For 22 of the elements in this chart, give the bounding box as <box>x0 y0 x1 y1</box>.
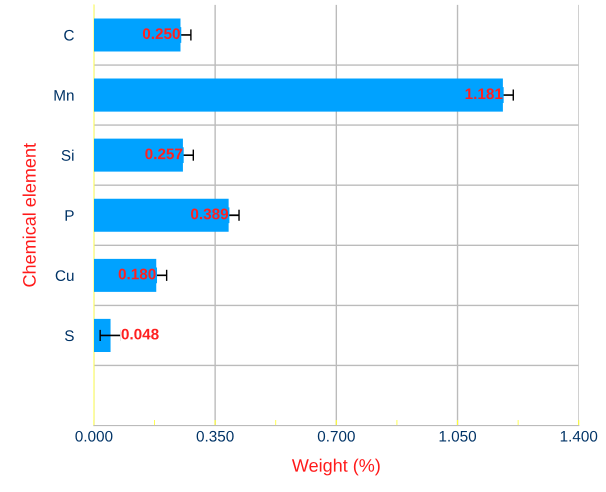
x-tick-label: 1.050 <box>440 430 476 442</box>
y-tick-label: Si <box>62 150 74 161</box>
data-label: 0.180 <box>118 268 156 280</box>
data-label: 0.048 <box>122 328 159 340</box>
x-tick-label: 0.350 <box>196 430 234 442</box>
x-tick-label: 0.000 <box>75 430 112 442</box>
y-tick-label: Mn <box>54 90 74 101</box>
bar <box>94 198 229 232</box>
y-tick-label: P <box>66 210 74 221</box>
bar <box>94 318 111 352</box>
y-axis-title: Chemical element <box>22 143 36 287</box>
y-tick-label: C <box>64 30 74 41</box>
data-label: 0.250 <box>142 28 180 40</box>
data-label: 0.389 <box>191 208 228 220</box>
x-tick-label: 0.700 <box>318 430 355 442</box>
y-tick-label: S <box>64 330 74 342</box>
x-tick-label: 1.400 <box>560 430 598 442</box>
bar <box>94 78 503 112</box>
x-axis-title: Weight (%) <box>292 458 380 476</box>
data-label: 1.181 <box>466 88 502 100</box>
data-label: 0.257 <box>145 148 182 160</box>
y-tick-label: Cu <box>56 270 74 282</box>
